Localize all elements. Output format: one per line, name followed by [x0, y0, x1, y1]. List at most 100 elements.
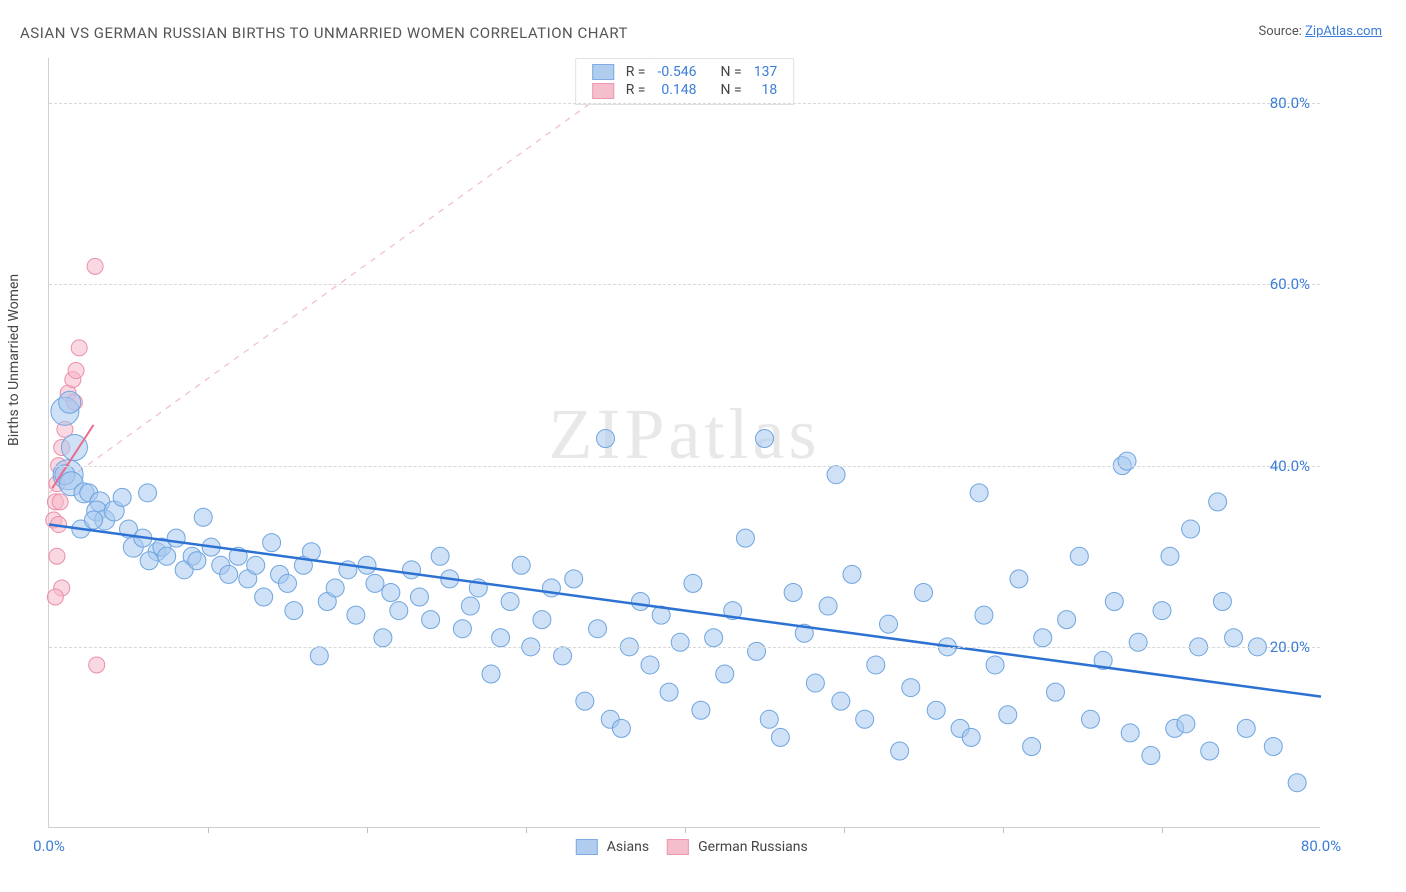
data-point — [771, 728, 789, 746]
data-point — [1209, 493, 1227, 511]
legend-row-series-a: R = -0.546 N = 137 — [586, 63, 784, 81]
data-point — [85, 511, 103, 529]
gridline — [49, 466, 1320, 467]
data-point — [1129, 633, 1147, 651]
data-point — [843, 565, 861, 583]
r-label-b: R = — [620, 81, 652, 99]
source-link[interactable]: ZipAtlas.com — [1305, 24, 1382, 39]
data-point — [1213, 593, 1231, 611]
series-legend: Asians German Russians — [561, 839, 807, 855]
data-point — [1237, 719, 1255, 737]
y-axis-label: Births to Unmarried Women — [6, 274, 22, 446]
n-value-a: 137 — [748, 63, 784, 81]
data-point — [1161, 547, 1179, 565]
swatch-series-b — [592, 83, 614, 99]
data-point — [492, 629, 510, 647]
data-point — [89, 657, 105, 673]
data-point — [140, 552, 158, 570]
data-point — [374, 629, 392, 647]
data-point — [1058, 611, 1076, 629]
x-tick-label: 80.0% — [1301, 837, 1341, 855]
y-tick-label: 60.0% — [1270, 275, 1310, 293]
data-point — [986, 656, 1004, 674]
data-point — [1070, 547, 1088, 565]
data-point — [902, 679, 920, 697]
data-point — [255, 588, 273, 606]
data-point — [220, 565, 238, 583]
data-point — [1023, 737, 1041, 755]
data-point — [247, 556, 265, 574]
n-value-b: 18 — [748, 81, 784, 99]
data-point — [358, 556, 376, 574]
data-point — [1046, 683, 1064, 701]
chart-plot-area: ZIPatlas R = -0.546 N = 137 R = 0.148 N … — [48, 58, 1320, 828]
data-point — [819, 597, 837, 615]
data-point — [827, 466, 845, 484]
data-point — [453, 620, 471, 638]
data-point — [641, 656, 659, 674]
gridline — [49, 284, 1320, 285]
data-point — [716, 665, 734, 683]
data-point — [382, 583, 400, 601]
x-tick-mark — [1162, 827, 1163, 833]
data-point — [422, 611, 440, 629]
correlation-legend: R = -0.546 N = 137 R = 0.148 N = 18 — [575, 58, 795, 105]
r-value-b: 0.148 — [651, 81, 702, 99]
data-point — [52, 494, 68, 510]
y-tick-label: 20.0% — [1270, 638, 1310, 656]
data-point — [403, 561, 421, 579]
data-point — [684, 574, 702, 592]
r-label-a: R = — [620, 63, 652, 81]
data-point — [68, 363, 84, 379]
data-point — [501, 593, 519, 611]
data-point — [71, 340, 87, 356]
data-point — [461, 597, 479, 615]
data-point — [47, 589, 63, 605]
x-tick-mark — [526, 827, 527, 833]
r-value-a: -0.546 — [651, 63, 702, 81]
data-point — [736, 529, 754, 547]
data-point — [880, 615, 898, 633]
data-point — [1201, 742, 1219, 760]
n-label-b: N = — [715, 81, 748, 99]
data-point — [1264, 737, 1282, 755]
data-point — [565, 570, 583, 588]
legend-label-a: Asians — [607, 839, 649, 855]
data-point — [49, 548, 65, 564]
swatch-series-a-bottom — [575, 839, 597, 855]
chart-title: ASIAN VS GERMAN RUSSIAN BIRTHS TO UNMARR… — [20, 24, 628, 42]
data-point — [347, 606, 365, 624]
data-point — [1288, 774, 1306, 792]
data-point — [113, 488, 131, 506]
data-point — [326, 579, 344, 597]
data-point — [279, 574, 297, 592]
x-tick-mark — [367, 827, 368, 833]
data-point — [194, 508, 212, 526]
data-point — [390, 602, 408, 620]
data-point — [87, 258, 103, 274]
legend-label-b: German Russians — [698, 839, 808, 855]
data-point — [1081, 710, 1099, 728]
data-point — [806, 674, 824, 692]
data-point — [59, 391, 81, 413]
data-point — [576, 692, 594, 710]
data-point — [692, 701, 710, 719]
data-point — [999, 706, 1017, 724]
data-point — [975, 606, 993, 624]
data-point — [660, 683, 678, 701]
data-point — [631, 593, 649, 611]
data-point — [1121, 724, 1139, 742]
source-attribution: Source: ZipAtlas.com — [1258, 24, 1382, 39]
legend-row-series-b: R = 0.148 N = 18 — [586, 81, 784, 99]
data-point — [366, 574, 384, 592]
x-tick-mark — [685, 827, 686, 833]
x-tick-mark — [208, 827, 209, 833]
data-point — [612, 719, 630, 737]
gridline — [49, 103, 1320, 104]
data-point — [554, 647, 572, 665]
x-tick-label: 0.0% — [33, 837, 65, 855]
data-point — [310, 647, 328, 665]
data-point — [671, 633, 689, 651]
data-point — [856, 710, 874, 728]
data-point — [867, 656, 885, 674]
